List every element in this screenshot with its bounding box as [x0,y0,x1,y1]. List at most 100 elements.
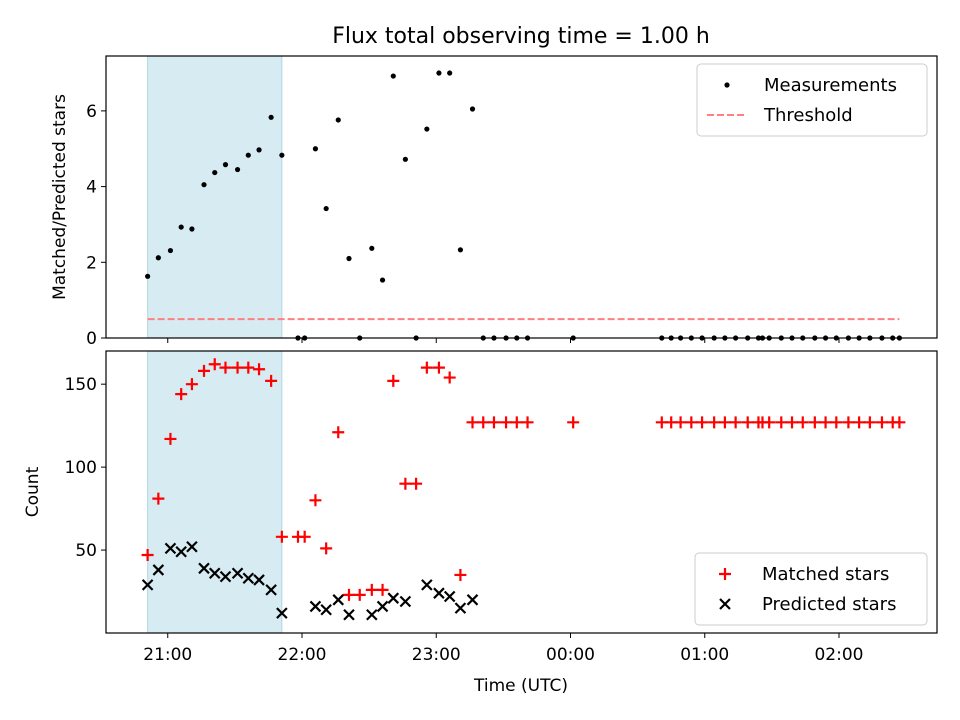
matched-star-point [718,416,731,429]
x-tick-label: 01:00 [680,645,729,665]
matched-star-point [410,477,423,490]
x-tick-label: 00:00 [546,645,595,665]
measurement-point [279,152,285,158]
bottom-legend [694,552,928,626]
top-y-tick-label: 6 [86,102,97,122]
matched-star-point [741,416,754,429]
matched-star-point [842,416,855,429]
matched-star-point [786,416,799,429]
predicted-star-point [309,600,322,613]
matched-star-point [231,361,244,374]
measurement-point [268,114,274,120]
predicted-star-point [231,567,244,580]
predicted-star-point [198,562,210,575]
matched-star-point [320,542,333,555]
x-axis-label: Time (UTC) [473,676,568,696]
bottom-axes-frame [105,350,938,634]
x-tick-label: 21:00 [143,645,192,665]
matched-star-point [729,416,742,429]
matched-star-point [685,416,698,429]
matched-star-point [893,416,906,429]
predicted-star-point [186,540,198,553]
matched-star-point [432,361,445,374]
matched-star-point [808,416,821,429]
measurement-point [167,247,174,254]
predicted-star-point [320,603,332,616]
measurement-point [323,205,329,212]
legend-marker [724,82,730,88]
predicted-star-point [208,567,221,580]
predicted-star-point [399,595,412,608]
matched-star-point [863,416,876,429]
predicted-star-point [164,542,177,555]
predicted-star-point [376,600,389,613]
matched-star-point [387,374,400,387]
predicted-star-point [219,570,232,583]
predicted-star-point [366,608,378,621]
predicted-star-point [175,545,187,558]
predicted-star-point [141,579,154,591]
bottom-y-axis-label: Count [23,466,43,517]
legend-label: Matched stars [762,564,889,585]
predicted-star-point [332,594,345,606]
matched-star-point [399,477,412,490]
measurement-point [346,255,352,262]
matched-star-point [830,416,843,429]
predicted-star-point [242,572,255,585]
x-tick-label: 02:00 [814,645,863,665]
matched-star-point [353,588,366,601]
matched-star-point [175,388,188,401]
predicted-star-point [253,574,265,586]
matched-star-point [342,588,355,601]
matched-star-point [208,358,221,371]
predicted-star-point [387,592,400,604]
chart-title: Flux total observing time = 1.00 h [332,24,710,49]
top-y-tick-label: 0 [86,329,97,349]
matched-star-point [454,568,467,581]
matched-star-point [198,364,211,377]
bottom-panel: 21:00 22:00 23:00 00:00 01:00 02:00 50 100 150 Ma… [65,350,938,665]
legend-marker [719,568,731,580]
matched-star-point [477,416,490,429]
predicted-star-point [276,607,288,619]
matched-star-point [567,416,580,429]
matched-star-point [376,583,389,596]
bottom-y-tick-label: 50 [75,541,97,561]
measurement-point [335,117,341,123]
predicted-star-point [343,608,355,621]
matched-star-point [708,416,721,429]
matched-star-point [253,363,266,376]
predicted-star-point [466,594,479,606]
matched-star-point [819,416,832,429]
top-y-axis-label: Matched/Predicted stars [50,94,70,300]
matched-star-point [332,426,345,439]
measurement-point [469,106,476,112]
predicted-star-point [265,584,277,596]
top-y-tick-label: 2 [86,253,97,273]
matched-star-point [875,416,888,429]
predicted-star-point [433,587,445,599]
measurement-point [145,273,151,279]
measurement-point [245,152,251,158]
measurement-point [390,73,396,79]
legend-label: Predicted stars [762,594,896,615]
measurement-point [222,162,229,168]
matched-star-point [853,416,866,429]
matched-star-point [141,549,154,562]
measurement-point [379,277,386,283]
predicted-star-point [152,564,165,576]
measurement-point [447,70,453,76]
measurement-point [212,169,218,176]
matched-star-point [674,416,687,429]
matched-star-point [152,492,165,505]
measurement-point [369,245,375,251]
measurement-point [436,70,442,76]
measurement-point [402,156,408,162]
matched-star-point [487,416,500,429]
matched-star-point [796,416,809,429]
top-legend [696,63,928,137]
bottom-marks [141,358,906,621]
top-axes-frame [105,55,938,339]
x-tick-label: 22:00 [278,645,327,665]
